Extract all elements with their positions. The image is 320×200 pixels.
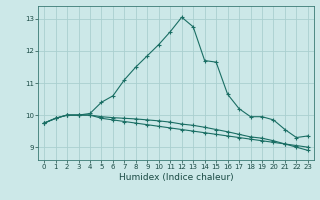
X-axis label: Humidex (Indice chaleur): Humidex (Indice chaleur) xyxy=(119,173,233,182)
